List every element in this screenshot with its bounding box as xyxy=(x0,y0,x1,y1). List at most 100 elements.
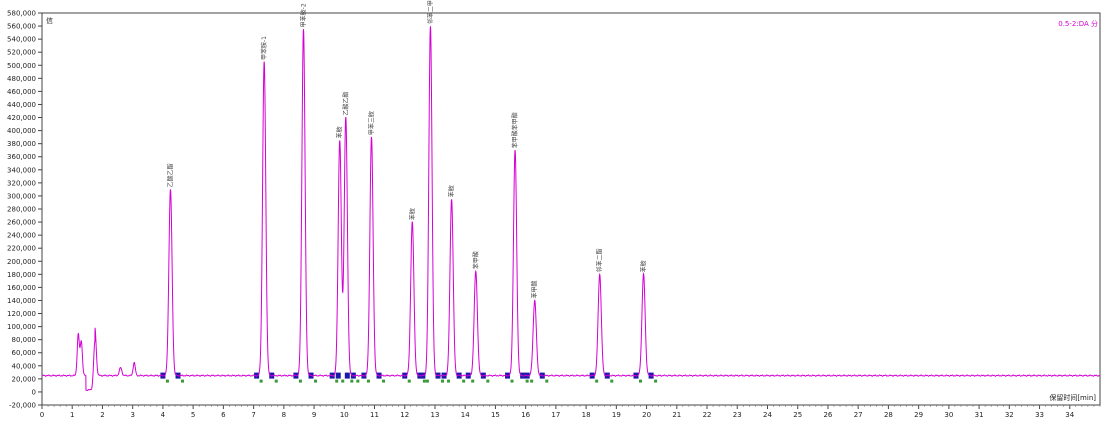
y-tick-label: 420,000 xyxy=(7,114,36,122)
peak-label: 苯甲酸苯甲酯 xyxy=(511,112,519,148)
peak-label: 邻苯二酯 xyxy=(596,248,604,272)
x-tick-label: 28 xyxy=(884,411,893,419)
x-tick-label: 8 xyxy=(282,411,286,419)
x-tick-label: 30 xyxy=(944,411,953,419)
y-tick-label: -20,000 xyxy=(9,402,36,410)
y-tick-label: 120,000 xyxy=(7,310,36,318)
y-tick-label: 20,000 xyxy=(12,375,37,383)
chromatogram-trace xyxy=(41,26,1101,392)
peak-label: 苯胺 xyxy=(336,126,344,138)
x-tick-label: 0 xyxy=(40,411,44,419)
x-tick-label: 25 xyxy=(793,411,802,419)
x-tick-label: 2 xyxy=(100,411,104,419)
x-tick-label: 12 xyxy=(400,411,409,419)
y-tick-label: 60,000 xyxy=(12,349,37,357)
x-tick-label: 3 xyxy=(130,411,134,419)
integration-marker xyxy=(335,372,341,379)
y-tick-label: 100,000 xyxy=(7,323,36,331)
x-tick-label: 18 xyxy=(582,411,591,419)
y-tick-label: 380,000 xyxy=(7,140,36,148)
baseline-marker xyxy=(356,379,360,383)
x-tick-label: 9 xyxy=(312,411,316,419)
peak-label: 苯甲酸 xyxy=(472,251,480,269)
legend-entry: 0.5-2:DA 分 xyxy=(1058,19,1098,28)
baseline-marker xyxy=(298,379,302,383)
x-tick-label: 10 xyxy=(340,411,349,419)
baseline-marker xyxy=(165,379,169,383)
peak-label: 甲苯胺-2 xyxy=(299,3,307,27)
x-tick-label: 16 xyxy=(521,411,530,419)
y-tick-label: 40,000 xyxy=(12,362,37,370)
y-tick-label: 360,000 xyxy=(7,153,36,161)
peak-label: 苯胺 xyxy=(640,260,648,272)
x-tick-label: 21 xyxy=(672,411,681,419)
baseline-marker xyxy=(366,379,370,383)
baseline-marker xyxy=(341,379,345,383)
y-tick-label: 400,000 xyxy=(7,127,36,135)
integration-marker xyxy=(344,372,350,379)
x-tick-label: 31 xyxy=(975,411,984,419)
y-tick-label: 220,000 xyxy=(7,245,36,253)
baseline-marker xyxy=(447,379,451,383)
y-tick-label: 80,000 xyxy=(12,336,37,344)
x-tick-label: 23 xyxy=(733,411,742,419)
x-tick-label: 1 xyxy=(70,411,74,419)
x-tick-label: 22 xyxy=(703,411,712,419)
corner-label: 信 xyxy=(46,16,53,25)
x-axis-title: 保留时间[min] xyxy=(1049,393,1096,402)
x-tick-label: 29 xyxy=(914,411,923,419)
baseline-marker xyxy=(610,379,614,383)
baseline-marker xyxy=(314,379,318,383)
x-tick-label: 14 xyxy=(461,411,470,419)
integration-marker xyxy=(402,372,408,379)
y-tick-label: 140,000 xyxy=(7,297,36,305)
peak-label: 苯甲酸 xyxy=(531,280,539,298)
x-tick-label: 24 xyxy=(763,411,772,419)
peak-label: 甲苯三胺 xyxy=(367,111,375,135)
y-tick-label: 560,000 xyxy=(7,23,36,31)
y-tick-label: 160,000 xyxy=(7,284,36,292)
peak-label: 甲苯胺-1 xyxy=(260,36,268,60)
x-tick-label: 34 xyxy=(1065,411,1074,419)
integration-marker xyxy=(648,372,654,379)
x-tick-label: 5 xyxy=(191,411,195,419)
baseline-marker xyxy=(654,379,658,383)
y-tick-label: 440,000 xyxy=(7,101,36,109)
x-tick-label: 13 xyxy=(431,411,440,419)
x-tick-label: 20 xyxy=(642,411,651,419)
x-tick-label: 15 xyxy=(491,411,500,419)
y-tick-label: 300,000 xyxy=(7,192,36,200)
peak-label: 乙酸乙酯 xyxy=(166,163,174,187)
y-tick-label: 280,000 xyxy=(7,206,36,214)
x-tick-label: 7 xyxy=(251,411,255,419)
x-tick-label: 27 xyxy=(854,411,863,419)
y-tick-label: 320,000 xyxy=(7,179,36,187)
x-tick-label: 4 xyxy=(161,411,166,419)
peak-label: 乙酸乙酯 xyxy=(342,92,350,116)
baseline-marker xyxy=(350,379,354,383)
y-tick-label: 0 xyxy=(32,388,36,396)
baseline-marker xyxy=(471,379,475,383)
baseline-marker xyxy=(335,379,339,383)
peak-labels: 乙酸乙酯甲苯胺-1甲苯胺-2苯胺乙酸乙酯甲苯三胺苯胺邻苯二甲酸二丁酯苯胺苯甲酸苯… xyxy=(166,0,647,298)
x-tick-label: 19 xyxy=(612,411,621,419)
y-tick-label: 540,000 xyxy=(7,36,36,44)
baseline-marker xyxy=(462,379,466,383)
x-tick-label: 33 xyxy=(1035,411,1044,419)
baseline-marker xyxy=(425,379,429,383)
baseline-marker xyxy=(525,379,529,383)
baseline-marker xyxy=(422,379,426,383)
plot-background xyxy=(41,12,1101,406)
y-axis: -20,000 0 20,000 40,000 60,000 80,000 100,000 1… xyxy=(7,10,42,410)
baseline-marker xyxy=(382,379,386,383)
y-tick-label: 480,000 xyxy=(7,75,36,83)
baseline-marker xyxy=(259,379,263,383)
y-tick-label: 240,000 xyxy=(7,232,36,240)
x-tick-label: 32 xyxy=(1005,411,1014,419)
y-tick-label: 460,000 xyxy=(7,88,36,96)
x-tick-label: 11 xyxy=(370,411,379,419)
peak-label: 苯胺 xyxy=(448,185,456,197)
baseline-marker xyxy=(510,379,514,383)
y-tick-label: 340,000 xyxy=(7,166,36,174)
